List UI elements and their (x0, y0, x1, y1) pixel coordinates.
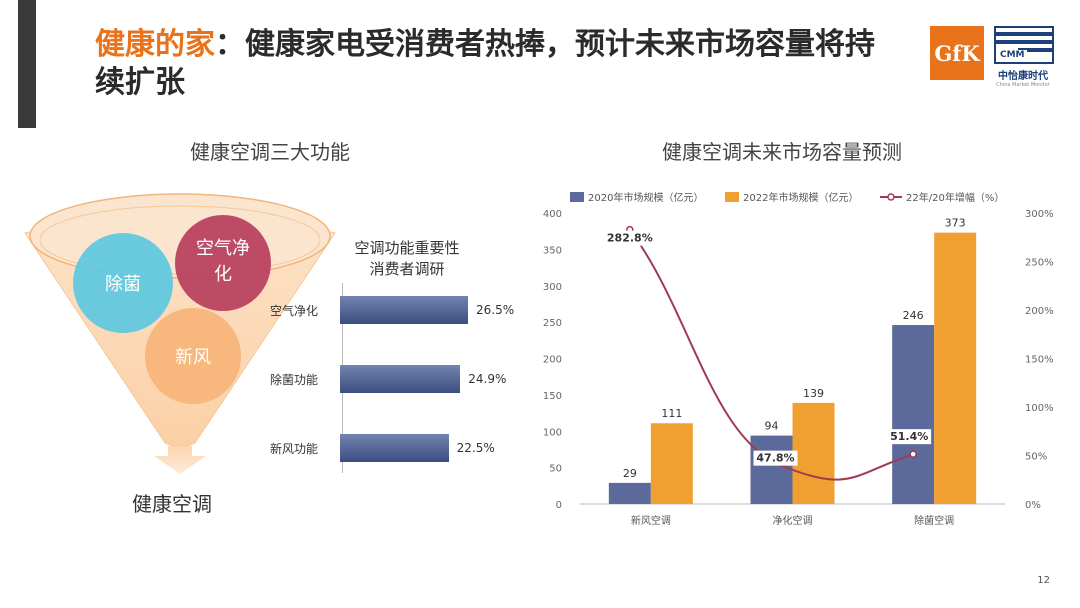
circle-label-purify-2: 化 (214, 264, 232, 285)
y-right-tick-label: 250% (1025, 258, 1054, 269)
left-subtitle: 健康空调三大功能 (190, 140, 350, 164)
growth-label: 47.8% (756, 452, 794, 465)
growth-label: 282.8% (607, 232, 653, 245)
survey-bar-label: 新风功能 (270, 441, 319, 456)
bar (750, 435, 793, 504)
cmm-logo-sub: China Market Monitor (996, 82, 1050, 88)
growth-label: 51.4% (890, 430, 928, 443)
y-left-tick-label: 0 (556, 500, 562, 511)
bar (650, 423, 693, 504)
survey-bar-label: 除菌功能 (270, 372, 319, 387)
page-title: 健康的家：健康家电受消费者热捧，预计未来市场容量将持续扩张 (95, 26, 895, 102)
y-right-tick-label: 100% (1025, 403, 1054, 414)
y-left-tick-label: 200 (543, 355, 562, 366)
legend-label: 2020年市场规模（亿元） (588, 191, 703, 204)
circle-label-fresh-air: 新风 (175, 347, 211, 368)
survey-bar (340, 296, 468, 324)
y-left-tick-label: 400 (543, 209, 562, 220)
circle-sterilize (73, 233, 173, 333)
growth-label-bg (753, 450, 798, 466)
funnel-diagram: 除菌 空气净 化 新风 (20, 178, 340, 478)
page-number: 12 (1037, 575, 1050, 586)
growth-point (909, 450, 917, 458)
legend-swatch (725, 192, 739, 202)
bar-value-label: 94 (765, 420, 779, 433)
y-right-tick-label: 50% (1025, 452, 1047, 463)
y-right-tick-label: 0% (1025, 500, 1041, 511)
y-left-tick-label: 300 (543, 282, 562, 293)
survey-bar-row: 新风功能 22.5% (270, 433, 495, 463)
x-tick-label: 除菌空调 (914, 514, 954, 527)
y-right-tick-label: 200% (1025, 306, 1054, 317)
y-left-tick-label: 150 (543, 391, 562, 402)
right-subtitle: 健康空调未来市场容量预测 (662, 140, 902, 164)
legend-label: 22年/20年增幅（%） (906, 191, 1004, 204)
gfk-logo: GfK (930, 26, 984, 80)
y-left-tick-label: 250 (543, 318, 562, 329)
survey-bar-value: 22.5% (456, 441, 495, 455)
market-forecast-chart: 2020年市场规模（亿元） 2022年市场规模（亿元） 22年/20年增幅（%） 0 5… (543, 191, 1054, 527)
survey-title-line2: 消费者调研 (369, 260, 445, 278)
bar-value-label: 111 (661, 407, 682, 420)
title-colon: ： (215, 27, 245, 62)
survey-bar-row: 空气净化 26.5% (270, 295, 514, 325)
y-left-tick-label: 100 (543, 427, 562, 438)
y-left-tick-label: 350 (543, 245, 562, 256)
bar-value-label: 246 (903, 309, 924, 322)
cmm-logo: CMM 中怡康时代 China Market Monitor (994, 26, 1054, 88)
funnel-arrow (154, 446, 206, 474)
circle-purify (175, 215, 271, 311)
y-right-tick-label: 150% (1025, 355, 1054, 366)
legend-swatch (570, 192, 584, 202)
survey-bar-row: 除菌功能 24.9% (270, 364, 506, 394)
cmm-logo-text: CMM (998, 50, 1027, 60)
survey-bar (340, 365, 461, 393)
title-accent: 健康的家 (95, 27, 215, 62)
bar (934, 232, 977, 504)
survey-title-line1: 空调功能重要性 (354, 239, 460, 257)
growth-label-bg (887, 429, 932, 445)
y-right-tick-label: 300% (1025, 209, 1054, 220)
cmm-logo-mark: CMM (994, 26, 1054, 64)
bar-value-label: 373 (945, 217, 966, 230)
x-tick-label: 净化空调 (773, 514, 813, 527)
x-tick-label: 新风空调 (631, 514, 671, 527)
survey-bar-value: 26.5% (476, 303, 515, 317)
survey-title: 空调功能重要性 消费者调研 (342, 238, 472, 280)
bar (892, 325, 935, 504)
funnel-label: 健康空调 (132, 492, 212, 516)
circle-fresh-air (145, 308, 241, 404)
y-left-tick-label: 50 (549, 464, 562, 475)
cmm-logo-name: 中怡康时代 (998, 71, 1048, 82)
bar-value-label: 139 (803, 387, 824, 400)
accent-bar (18, 0, 36, 128)
circle-label-sterilize: 除菌 (105, 274, 141, 295)
title-rest: 健康家电受消费者热捧，预计未来市场容量将持续扩张 (95, 27, 875, 100)
bar-value-label: 29 (623, 467, 637, 480)
survey-bar-value: 24.9% (468, 372, 507, 386)
circle-label-purify-1: 空气净 (196, 238, 250, 259)
legend-line-marker (887, 193, 895, 201)
survey-bar (340, 434, 449, 462)
bar (792, 402, 835, 504)
bar (608, 482, 651, 504)
survey-bar-label: 空气净化 (270, 303, 319, 318)
growth-label-bg (607, 230, 652, 246)
legend-label: 2022年市场规模（亿元） (743, 191, 858, 204)
